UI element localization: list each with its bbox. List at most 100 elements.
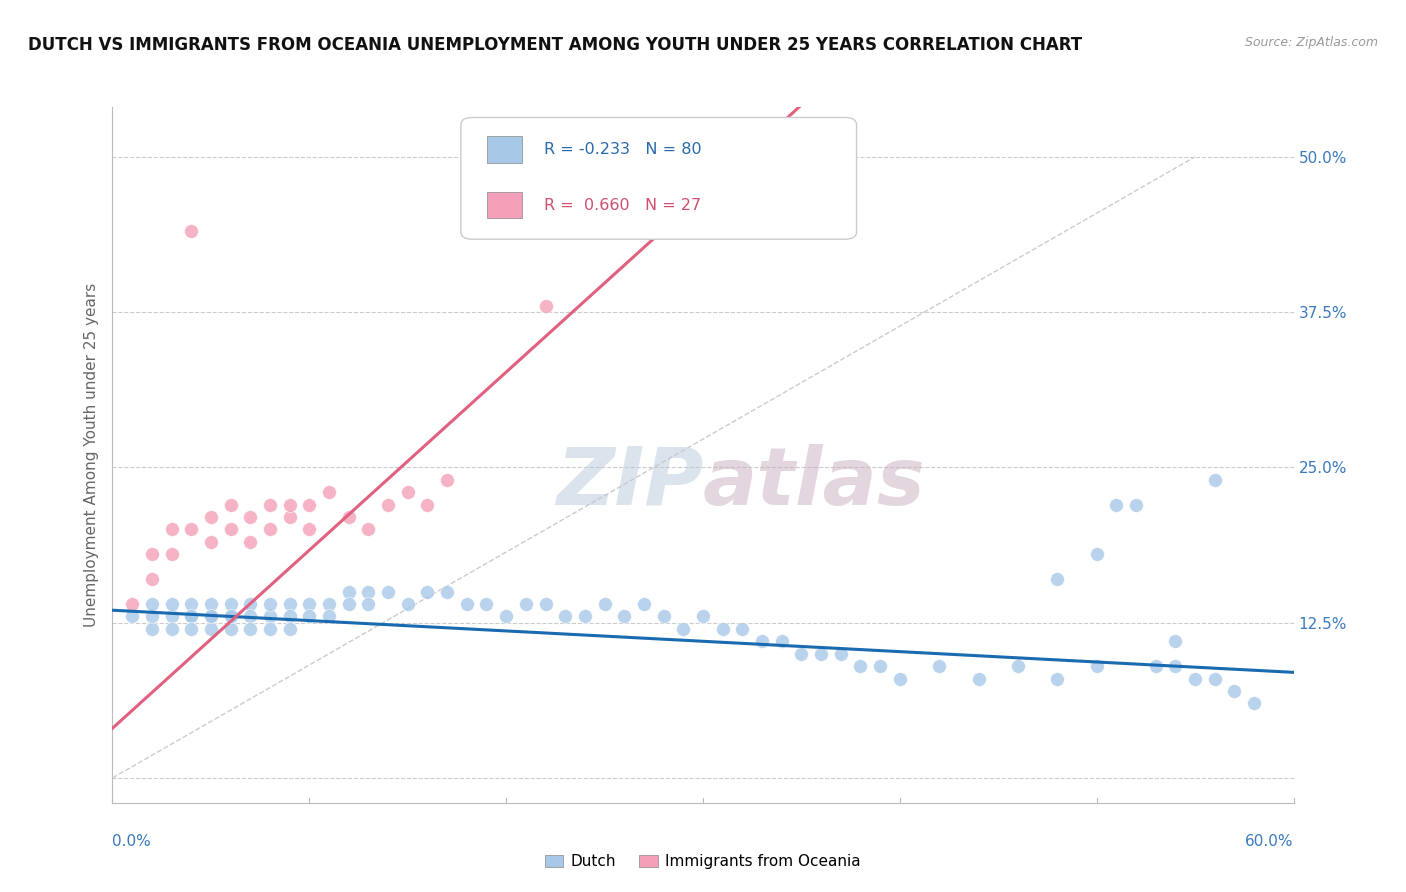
Point bbox=[436, 584, 458, 599]
Point bbox=[141, 547, 163, 561]
Point bbox=[1125, 498, 1147, 512]
Point bbox=[830, 647, 852, 661]
Point bbox=[672, 622, 695, 636]
FancyBboxPatch shape bbox=[461, 118, 856, 239]
Point bbox=[298, 498, 321, 512]
Point bbox=[692, 609, 714, 624]
Point bbox=[790, 647, 813, 661]
Point bbox=[475, 597, 498, 611]
Text: ZIP: ZIP bbox=[555, 443, 703, 522]
Point bbox=[652, 609, 675, 624]
Point bbox=[593, 597, 616, 611]
Point bbox=[121, 597, 143, 611]
Point bbox=[396, 597, 419, 611]
Point bbox=[239, 622, 262, 636]
Point bbox=[515, 597, 537, 611]
Point bbox=[967, 672, 990, 686]
Point bbox=[574, 609, 596, 624]
Legend: Dutch, Immigrants from Oceania: Dutch, Immigrants from Oceania bbox=[538, 848, 868, 875]
Point bbox=[180, 622, 202, 636]
Point bbox=[180, 609, 202, 624]
Point bbox=[160, 597, 183, 611]
Point bbox=[1144, 659, 1167, 673]
Text: Source: ZipAtlas.com: Source: ZipAtlas.com bbox=[1244, 36, 1378, 49]
Point bbox=[278, 622, 301, 636]
Point bbox=[219, 523, 242, 537]
Point bbox=[239, 609, 262, 624]
Point bbox=[357, 597, 380, 611]
Point bbox=[278, 597, 301, 611]
Point bbox=[1223, 684, 1246, 698]
Point bbox=[1184, 672, 1206, 686]
Point bbox=[219, 622, 242, 636]
Point bbox=[318, 597, 340, 611]
Point bbox=[219, 609, 242, 624]
Point bbox=[141, 572, 163, 586]
Point bbox=[278, 510, 301, 524]
Point bbox=[1204, 473, 1226, 487]
Point bbox=[436, 473, 458, 487]
Y-axis label: Unemployment Among Youth under 25 years: Unemployment Among Youth under 25 years bbox=[84, 283, 100, 627]
Point bbox=[160, 609, 183, 624]
Point bbox=[318, 609, 340, 624]
Point bbox=[534, 299, 557, 313]
Point bbox=[121, 609, 143, 624]
Point bbox=[278, 498, 301, 512]
Point bbox=[1046, 672, 1069, 686]
Point bbox=[200, 597, 222, 611]
Point bbox=[180, 224, 202, 238]
Point bbox=[200, 534, 222, 549]
Point bbox=[416, 584, 439, 599]
Point bbox=[337, 597, 360, 611]
Point bbox=[534, 597, 557, 611]
Point bbox=[278, 609, 301, 624]
Point bbox=[849, 659, 872, 673]
Text: R = -0.233   N = 80: R = -0.233 N = 80 bbox=[544, 142, 702, 157]
Point bbox=[1085, 659, 1108, 673]
Point bbox=[1164, 634, 1187, 648]
Point bbox=[239, 510, 262, 524]
Point bbox=[160, 547, 183, 561]
Point bbox=[180, 597, 202, 611]
Point bbox=[337, 584, 360, 599]
Point bbox=[200, 609, 222, 624]
Point bbox=[416, 498, 439, 512]
Point bbox=[770, 634, 793, 648]
Point bbox=[259, 523, 281, 537]
Point bbox=[141, 622, 163, 636]
Point bbox=[318, 485, 340, 500]
Point bbox=[889, 672, 911, 686]
Point bbox=[613, 609, 636, 624]
Point bbox=[928, 659, 950, 673]
Point bbox=[337, 510, 360, 524]
Text: atlas: atlas bbox=[703, 443, 925, 522]
Point bbox=[377, 584, 399, 599]
Point bbox=[731, 622, 754, 636]
Point bbox=[219, 597, 242, 611]
Text: 60.0%: 60.0% bbox=[1246, 834, 1294, 849]
Bar bbox=[486, 136, 522, 162]
Point bbox=[298, 609, 321, 624]
Point bbox=[298, 597, 321, 611]
Point bbox=[1007, 659, 1029, 673]
Point bbox=[259, 597, 281, 611]
Point bbox=[180, 609, 202, 624]
Point bbox=[259, 622, 281, 636]
Point bbox=[554, 609, 576, 624]
Point bbox=[259, 498, 281, 512]
Point bbox=[396, 485, 419, 500]
Point bbox=[869, 659, 891, 673]
Point bbox=[200, 622, 222, 636]
Point bbox=[160, 622, 183, 636]
Point bbox=[298, 523, 321, 537]
Text: R =  0.660   N = 27: R = 0.660 N = 27 bbox=[544, 198, 700, 212]
Point bbox=[141, 597, 163, 611]
Point bbox=[1204, 672, 1226, 686]
Point bbox=[456, 597, 478, 611]
Point bbox=[711, 622, 734, 636]
Point bbox=[141, 609, 163, 624]
Point bbox=[1085, 547, 1108, 561]
Point bbox=[1105, 498, 1128, 512]
Point bbox=[357, 584, 380, 599]
Point bbox=[259, 609, 281, 624]
